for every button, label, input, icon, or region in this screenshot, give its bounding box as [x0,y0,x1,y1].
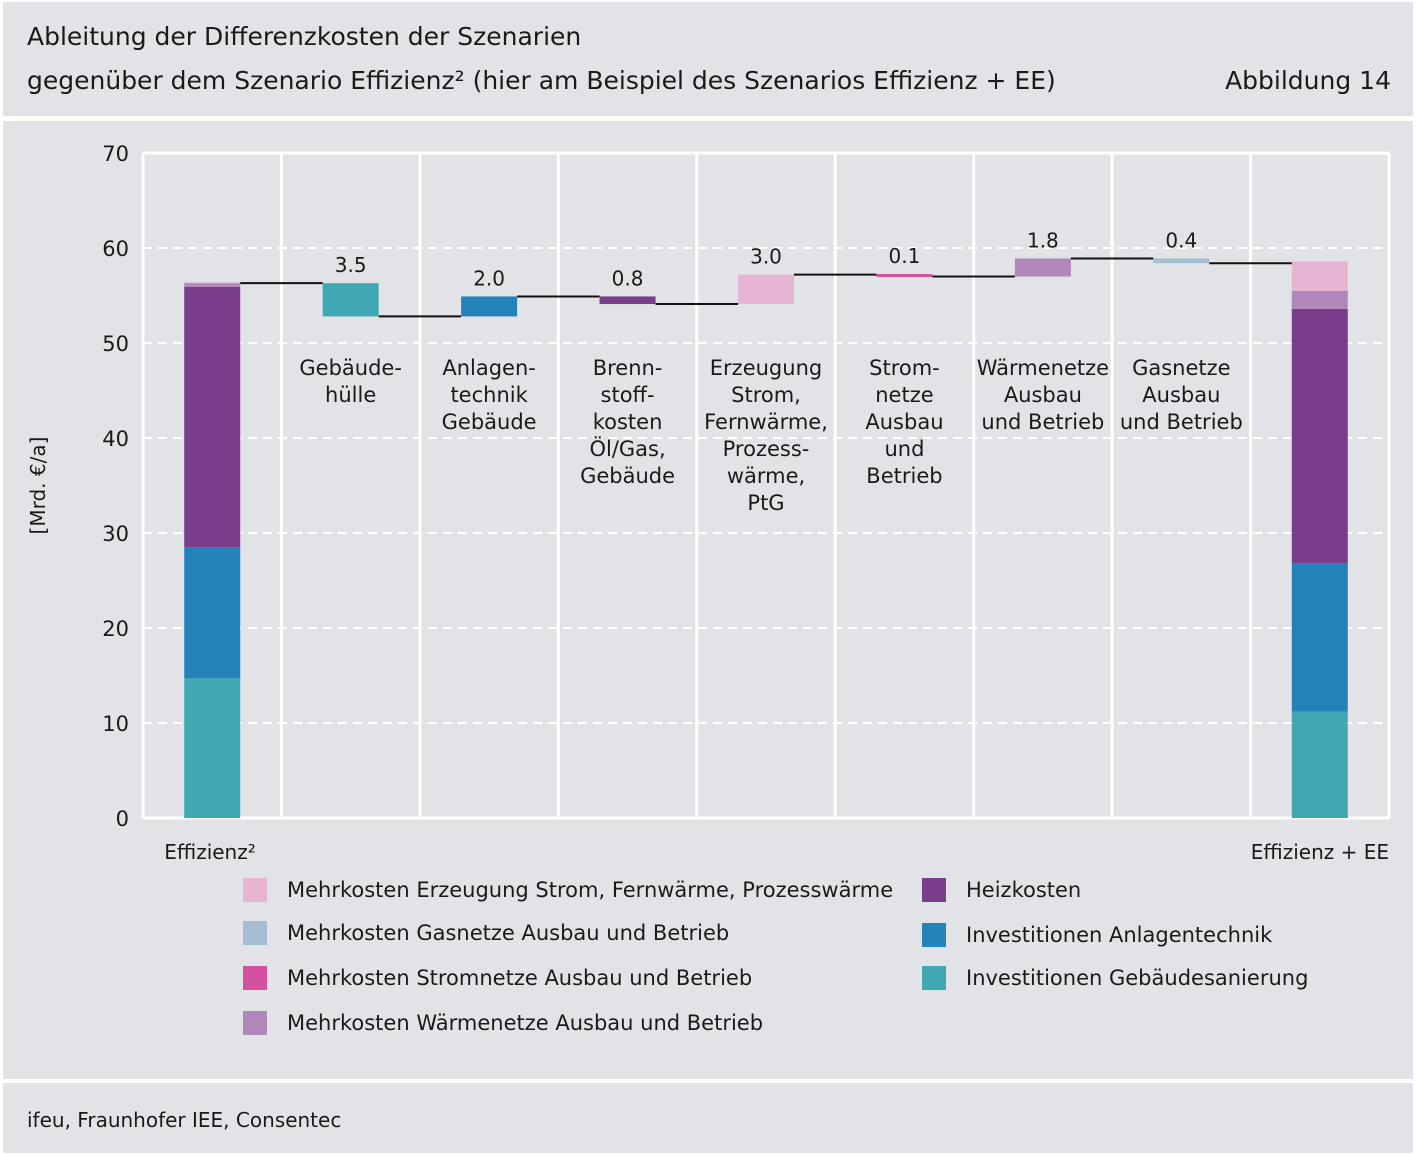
legend-label: Mehrkosten Erzeugung Strom, Fernwärme, P… [287,878,894,902]
x-label-end: Effizienz + EE [1251,840,1389,864]
legend-item-heiz: Heizkosten [922,875,1081,905]
x-label-start: Effizienz² [164,840,256,864]
category-label: Gebäude- [299,356,402,380]
category-label: netze [875,383,933,407]
category-label: und Betrieb [1120,410,1243,434]
step-bar-waermenetze [1014,258,1071,277]
category-label: Prozess- [723,437,810,461]
legend-label: Heizkosten [966,878,1082,902]
value-label: 0.8 [612,266,644,290]
category-label: stoff- [601,383,655,407]
y-tick-label: 70 [102,142,129,166]
stack-segment-heiz [184,286,241,548]
y-tick-label: 50 [102,332,129,356]
source-note: ifeu, Fraunhofer IEE, Consentec [27,1108,342,1132]
stack-segment-anlagen [1291,563,1348,712]
y-tick-label: 40 [102,427,129,451]
category-label: Fernwärme, [704,410,828,434]
stack-segment-waermenetze [1291,290,1348,309]
legend-swatch [243,921,267,945]
category-label: technik [450,383,528,407]
category-label: wärme, [727,464,805,488]
stack-segment-gebaeude [1291,711,1348,818]
title-line-1: Ableitung der Differenzkosten der Szenar… [27,22,582,51]
value-label: 3.0 [750,245,782,269]
category-label: Öl/Gas, [589,436,665,461]
y-tick-label: 60 [102,237,129,261]
category-label: und [884,437,924,461]
legend-item-stromnetze: Mehrkosten Stromnetze Ausbau und Betrieb [243,963,752,993]
figure-label: Abbildung 14 [1225,66,1391,95]
category-label: hülle [325,383,376,407]
legend-swatch [243,966,267,990]
y-axis-label: [Mrd. €/a] [26,437,50,535]
category-label: Ausbau [1004,383,1082,407]
legend-item-gasnetze: Mehrkosten Gasnetze Ausbau und Betrieb [243,918,729,948]
step-bar-gebaeude [322,283,379,317]
category-label: Gebäude [580,464,675,488]
stack-segment-waermenetze [184,283,241,287]
step-bar-anlagen [461,296,518,317]
value-label: 2.0 [473,266,505,290]
legend-swatch [922,878,946,902]
category-label: Erzeugung [710,356,822,380]
value-label: 1.8 [1027,228,1059,252]
y-tick-label: 30 [102,522,129,546]
category-label: Ausbau [865,410,943,434]
step-bar-stromnetze [876,274,933,278]
legend-swatch [922,923,946,947]
title-line-2: gegenüber dem Szenario Effizienz² (hier … [27,66,1056,95]
stack-segment-strom_erz [184,282,241,284]
step-bar-heiz [599,296,656,305]
category-label: Wärmenetze [977,356,1109,380]
category-label: Anlagen- [442,356,536,380]
category-label: Brenn- [593,356,663,380]
y-tick-label: 0 [116,807,129,831]
category-label: Ausbau [1142,383,1220,407]
legend-swatch [922,966,946,990]
step-bar-strom_erz [738,274,794,305]
waterfall-chart: 0 10 20 30 40 50 60 70 [Mrd. €/a] Effizienz² Effiz… [26,142,1391,864]
legend-swatch [243,1011,267,1035]
legend-label: Mehrkosten Wärmenetze Ausbau und Betrieb [287,1011,764,1035]
legend-item-strom_erz: Mehrkosten Erzeugung Strom, Fernwärme, P… [243,875,893,905]
category-label: PtG [747,491,784,515]
legend-item-waermenetze: Mehrkosten Wärmenetze Ausbau und Betrieb [243,1008,763,1038]
legend-swatch [243,878,267,902]
legend-label: Mehrkosten Gasnetze Ausbau und Betrieb [287,921,730,945]
step-bar-gasnetze [1153,258,1210,264]
footer: ifeu, Fraunhofer IEE, Consentec [3,1083,1413,1153]
stack-segment-strom_erz [1291,261,1348,291]
stack-segment-gebaeude [184,678,241,818]
chart-panel: 0 10 20 30 40 50 60 70 [Mrd. €/a] Effizienz² Effiz… [3,121,1413,1079]
legend-item-anlagen: Investitionen Anlagentechnik [922,920,1272,950]
category-label: Strom, [731,383,801,407]
value-label: 0.1 [889,244,921,268]
legend-label: Mehrkosten Stromnetze Ausbau und Betrieb [287,966,753,990]
category-label: Betrieb [866,464,942,488]
category-label: kosten [593,410,663,434]
category-label: Gebäude [442,410,537,434]
category-label: Gasnetze [1132,356,1231,380]
stack-segment-heiz [1291,308,1348,564]
legend-label: Investitionen Gebäudesanierung [966,966,1309,990]
value-label: 3.5 [335,253,367,277]
legend-item-gebaeude: Investitionen Gebäudesanierung [922,963,1308,993]
legend-label: Investitionen Anlagentechnik [966,923,1273,947]
value-label: 0.4 [1165,228,1197,252]
y-tick-label: 10 [102,712,129,736]
header: Ableitung der Differenzkosten der Szenar… [3,2,1413,116]
category-label: und Betrieb [981,410,1104,434]
stack-segment-anlagen [184,547,241,679]
category-label: Strom- [869,356,940,380]
y-tick-label: 20 [102,617,129,641]
